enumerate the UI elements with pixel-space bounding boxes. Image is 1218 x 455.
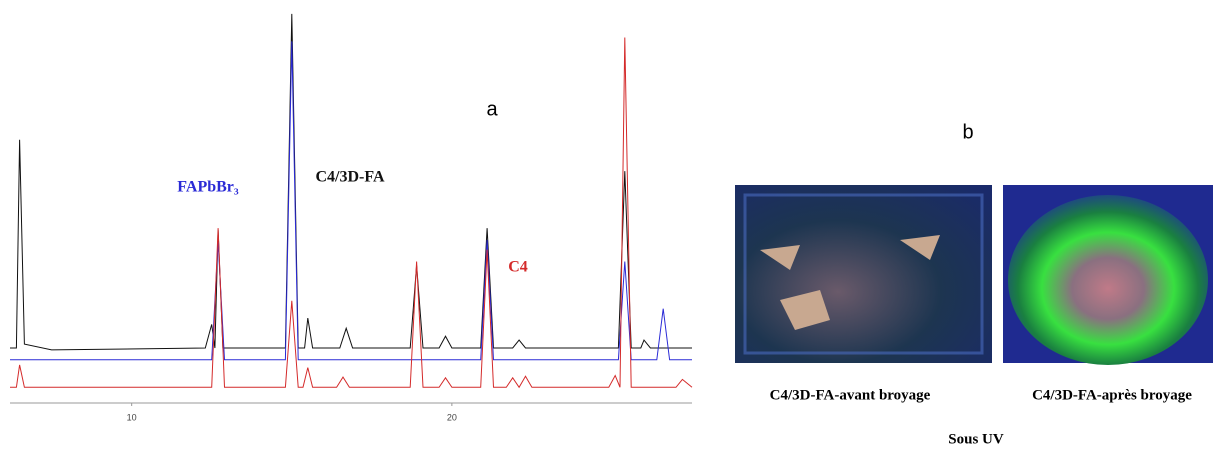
photo-bowl	[1008, 195, 1208, 365]
x-tick-label: 10	[127, 412, 137, 422]
panel-label: a	[486, 98, 498, 120]
x-tick-label: 20	[447, 412, 457, 422]
plot: 10 20 C4/3D-FA FAPbBr₃ C4	[10, 13, 693, 422]
caption: C4/3D-FA-avant broyage	[770, 387, 931, 403]
caption: C4/3D-FA-après broyage	[1032, 387, 1192, 403]
photo-flakes	[760, 235, 940, 330]
caption: Sous UV	[948, 431, 1004, 447]
series-line	[10, 13, 692, 351]
series-label: C4	[508, 259, 528, 276]
series-label: C4/3D-FA	[315, 169, 384, 186]
series-line	[10, 37, 693, 389]
series-label: FAPbBr₃	[177, 179, 239, 196]
panel-label: b	[962, 121, 973, 143]
photo-before	[735, 185, 992, 363]
photo-frame	[743, 193, 984, 355]
series-line	[10, 41, 692, 361]
